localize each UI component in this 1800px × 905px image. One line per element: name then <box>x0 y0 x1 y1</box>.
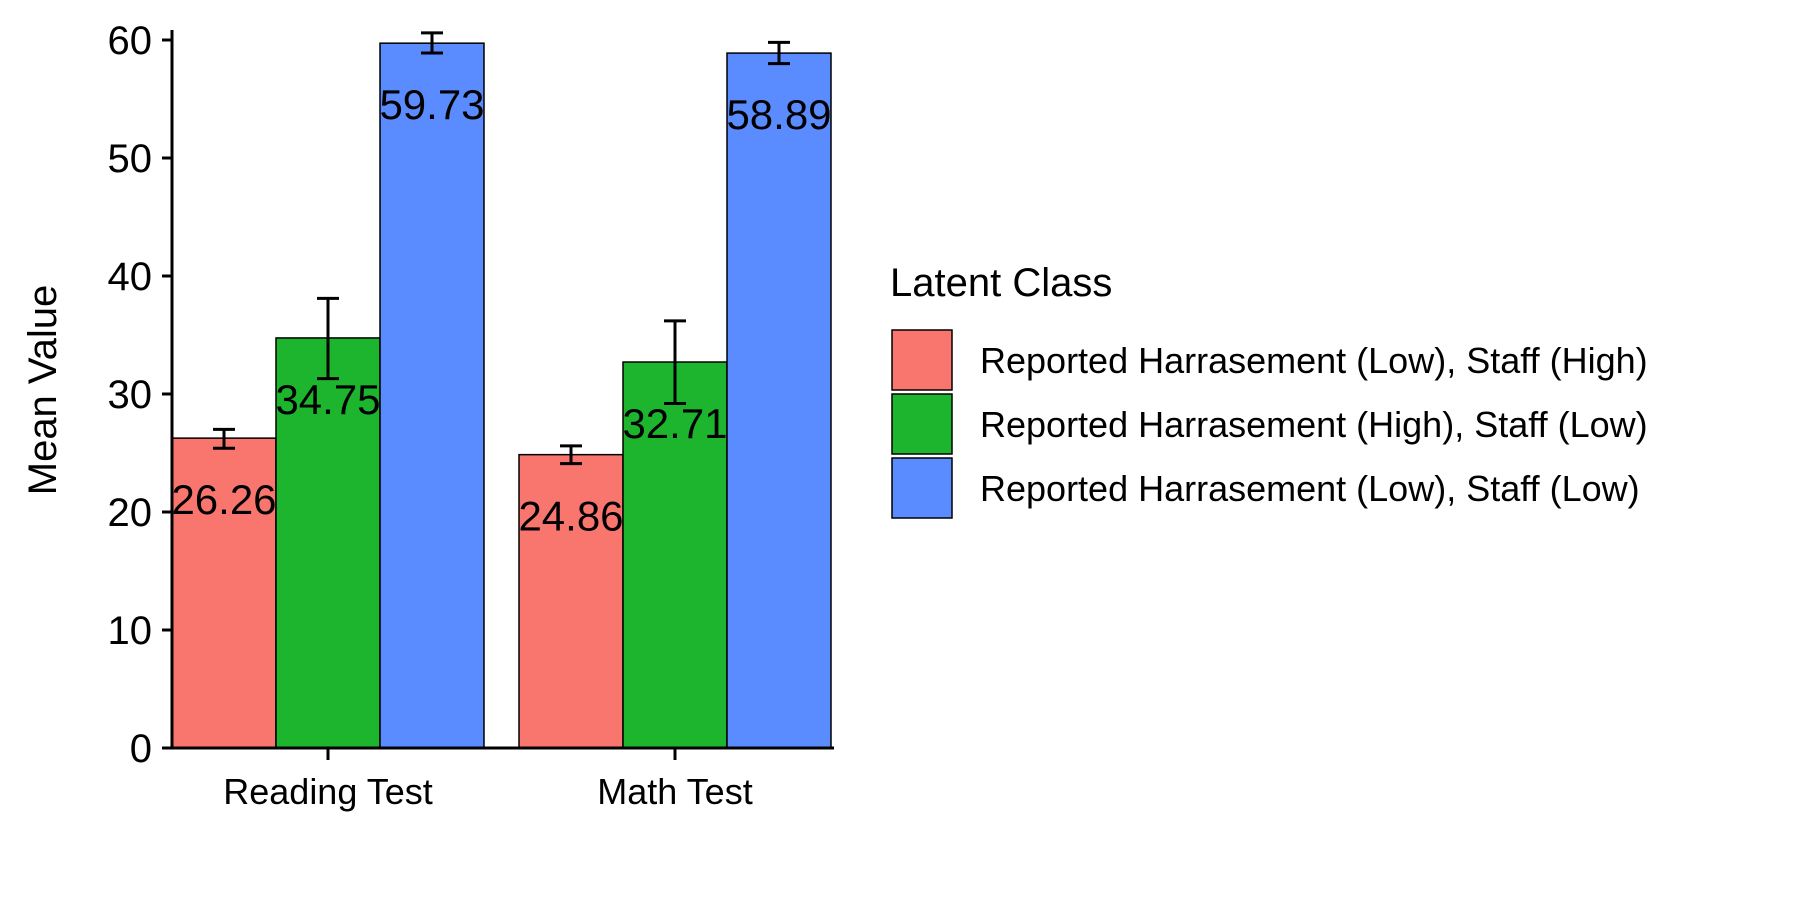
error-bar-1-1 <box>213 427 235 450</box>
legend-swatch-1 <box>891 329 953 391</box>
value-label-2-1: 34.75 <box>275 376 380 423</box>
y-tick-label-60: 60 <box>108 19 153 63</box>
legend-label-1: Reported Harrasement (Low), Staff (High) <box>980 340 1648 381</box>
y-tick-label-10: 10 <box>108 609 153 653</box>
bar-3-1 <box>379 42 485 749</box>
value-label-2-2: 32.71 <box>622 400 727 447</box>
x-tick-label-1: Reading Test <box>223 771 432 812</box>
y-tick-label-50: 50 <box>108 137 153 181</box>
legend-title: Latent Class <box>890 261 1112 305</box>
bar-2-1 <box>275 337 381 749</box>
bar-1-1 <box>171 437 277 749</box>
x-tick-label-2: Math Test <box>597 771 752 812</box>
legend-label-2: Reported Harrasement (High), Staff (Low) <box>980 404 1648 445</box>
y-tick-label-0: 0 <box>130 727 152 771</box>
error-bar-2-2 <box>664 319 686 405</box>
legend-swatch-2 <box>891 393 953 455</box>
y-tick-label-20: 20 <box>108 491 153 535</box>
error-bar-3-1 <box>421 31 443 55</box>
error-bar-3-2 <box>768 40 790 66</box>
value-label-1-1: 26.26 <box>171 476 276 523</box>
legend-label-3: Reported Harrasement (Low), Staff (Low) <box>980 468 1640 509</box>
value-label-3-2: 58.89 <box>726 91 831 138</box>
error-bar-1-2 <box>560 444 582 466</box>
error-bar-2-1 <box>317 296 339 381</box>
axes: 0 10 20 30 40 50 60 Reading Test Math Test <box>108 19 834 812</box>
y-tick-label-40: 40 <box>108 255 153 299</box>
bar-3-2 <box>726 52 832 749</box>
y-axis-label: Mean Value <box>21 285 65 496</box>
legend: Latent Class Reported Harrasement (Low),… <box>890 261 1648 519</box>
legend-swatch-3 <box>891 457 953 519</box>
plot-area: 26.26 24.86 34.75 32.71 59.73 58.89 <box>171 31 832 749</box>
value-label-3-1: 59.73 <box>379 81 484 128</box>
y-tick-label-30: 30 <box>108 373 153 417</box>
value-label-1-2: 24.86 <box>518 493 623 540</box>
